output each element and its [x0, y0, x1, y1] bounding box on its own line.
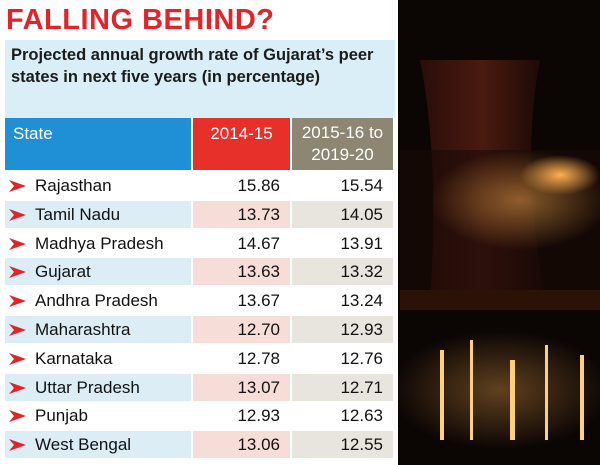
- bullet-arrow: [9, 324, 26, 336]
- cell-text: 14.05: [340, 204, 383, 224]
- cell-text: 13.32: [340, 262, 383, 282]
- cell-text: West Bengal: [35, 435, 132, 455]
- bullet-arrow: [9, 180, 26, 192]
- cell-text: 12.63: [340, 406, 383, 426]
- cell-text: Punjab: [35, 406, 88, 426]
- cell-text: 12.71: [340, 377, 383, 397]
- state-cell: Punjab: [5, 402, 191, 430]
- value-cell: 15.86: [193, 172, 290, 199]
- cell-text: 13.24: [340, 291, 383, 311]
- bullet-arrow: [9, 266, 26, 279]
- value-cell: 13.63: [193, 258, 290, 286]
- value-cell: 12.93: [193, 402, 290, 430]
- state-cell: Rajasthan: [5, 172, 191, 199]
- state-cell: Madhya Pradesh: [5, 229, 191, 257]
- cell-text: 15.86: [237, 176, 280, 195]
- value-cell: 12.55: [292, 431, 393, 459]
- value-cell: 13.32: [292, 258, 393, 286]
- state-cell: Gujarat: [5, 258, 191, 286]
- value-cell: 13.06: [193, 431, 290, 459]
- cell-text: 13.91: [340, 233, 383, 253]
- cell-text: 13.73: [237, 204, 280, 224]
- value-cell: 12.78: [193, 344, 290, 372]
- state-cell: Uttar Pradesh: [5, 373, 191, 401]
- cell-text: Maharashtra: [35, 320, 131, 339]
- value-cell: 13.24: [292, 287, 393, 315]
- cell-text: Andhra Pradesh: [35, 291, 158, 311]
- cell-text: Rajasthan: [35, 176, 112, 195]
- cell-text: 12.55: [340, 435, 383, 455]
- title: FALLING BEHIND?: [6, 4, 275, 36]
- value-cell: 15.54: [292, 172, 393, 199]
- cell-text: Tamil Nadu: [35, 204, 121, 224]
- cell-text: Madhya Pradesh: [35, 233, 164, 253]
- cell-text: Gujarat: [35, 262, 91, 282]
- cell-text: 12.76: [340, 348, 383, 368]
- column-header: State: [5, 118, 191, 170]
- column-header: 2014-15: [193, 118, 290, 170]
- state-cell: Andhra Pradesh: [5, 287, 191, 315]
- cell-text: 13.07: [237, 377, 280, 397]
- value-cell: 13.67: [193, 287, 290, 315]
- column-header: 2015-16 to 2019-20: [292, 118, 393, 170]
- cell-text: 12.70: [237, 320, 280, 339]
- value-cell: 13.91: [292, 229, 393, 257]
- state-cell: Karnataka: [5, 344, 191, 372]
- cell-text: 12.93: [340, 320, 383, 339]
- cell-text: 12.78: [237, 348, 280, 368]
- bullet-arrow: [9, 439, 26, 452]
- bullet-arrow: [9, 381, 26, 394]
- cell-text: 13.67: [237, 291, 280, 311]
- bullet-arrow: [9, 208, 26, 221]
- cell-text: 12.93: [237, 406, 280, 426]
- cell-text: Uttar Pradesh: [35, 377, 140, 397]
- bullet-arrow: [9, 295, 26, 308]
- table-caption: Projected annual growth rate of Gujarat’…: [5, 40, 395, 118]
- cell-text: 14.67: [237, 233, 280, 253]
- value-cell: 12.71: [292, 373, 393, 401]
- table-panel: FALLING BEHIND? Projected annual growth …: [0, 0, 398, 465]
- value-cell: 12.93: [292, 316, 393, 343]
- state-cell: Tamil Nadu: [5, 200, 191, 228]
- bullet-arrow: [9, 410, 26, 423]
- bullet-arrow: [9, 352, 26, 365]
- value-cell: 12.63: [292, 402, 393, 430]
- value-cell: 14.67: [193, 229, 290, 257]
- cell-text: 13.06: [237, 435, 280, 455]
- value-cell: 13.73: [193, 200, 290, 228]
- bullet-arrow: [9, 237, 26, 250]
- value-cell: 13.07: [193, 373, 290, 401]
- value-cell: 12.70: [193, 316, 290, 343]
- cell-text: Karnataka: [35, 348, 113, 368]
- value-cell: 12.76: [292, 344, 393, 372]
- cell-text: 13.63: [237, 262, 280, 282]
- cell-text: 15.54: [340, 176, 383, 195]
- state-cell: Maharashtra: [5, 316, 191, 343]
- state-cell: West Bengal: [5, 431, 191, 459]
- value-cell: 14.05: [292, 200, 393, 228]
